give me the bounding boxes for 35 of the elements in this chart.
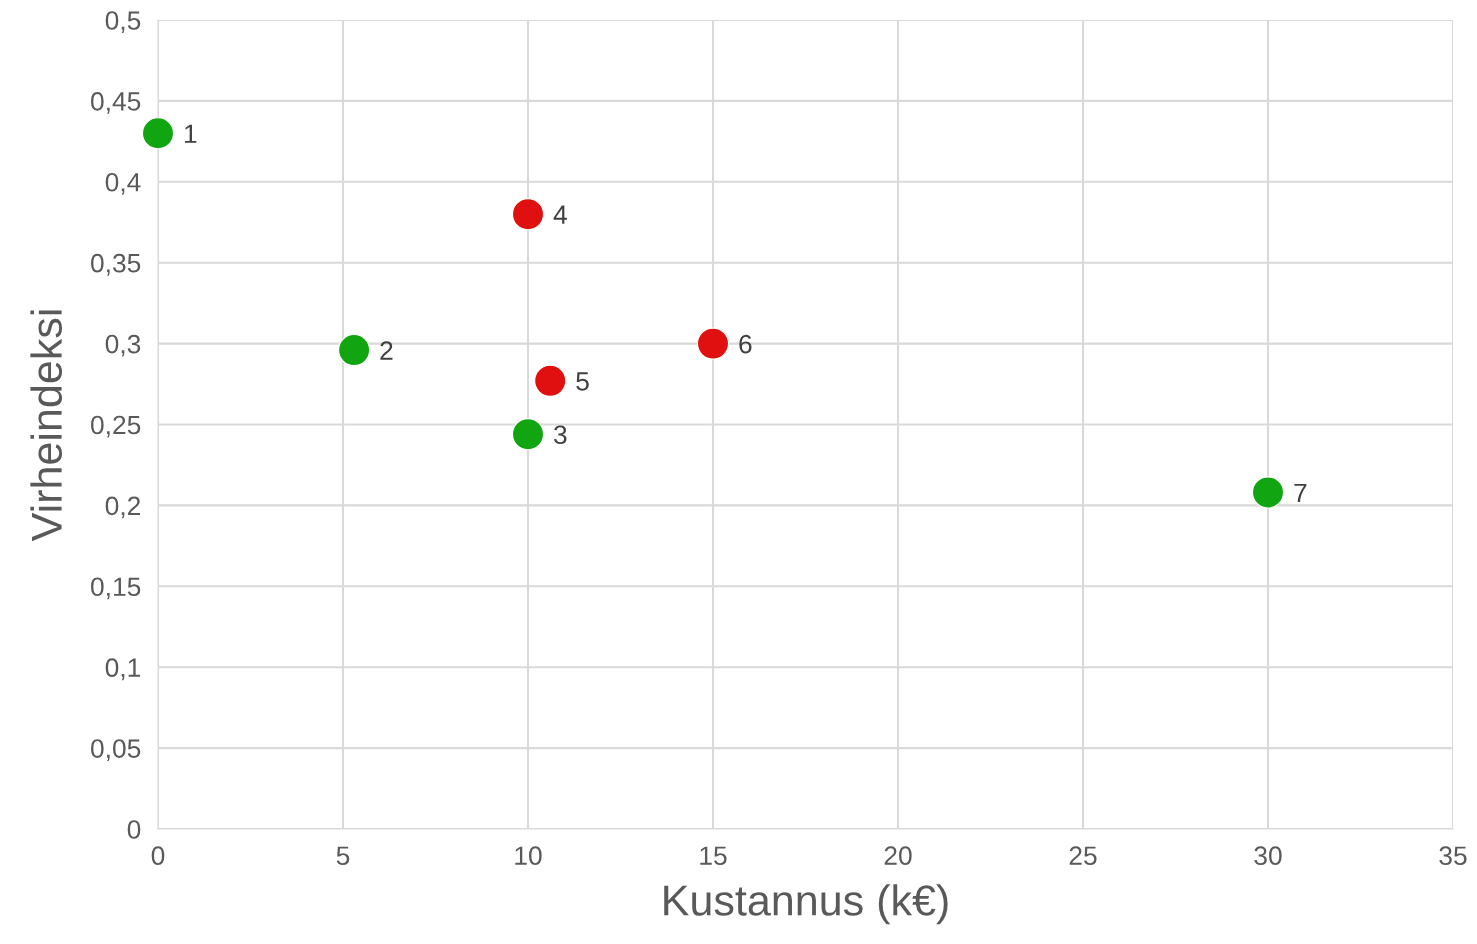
y-tick-label: 0,5 — [105, 11, 141, 33]
point — [534, 364, 567, 397]
y-tick-label: 0,2 — [105, 496, 141, 519]
x-axis-title: Kustannus (k€) — [664, 884, 948, 925]
y-tick-label: 0,05 — [91, 739, 141, 762]
y-axis-title: Virheindeksi — [30, 310, 63, 542]
annotation: 7 — [1294, 483, 1307, 503]
point — [511, 198, 545, 231]
y-tick-label: 0,35 — [91, 253, 141, 276]
annotation: 6 — [739, 334, 752, 354]
annotation: 1 — [185, 124, 197, 143]
annotation: 2 — [380, 341, 393, 360]
point — [338, 333, 371, 367]
x-tick-label: 15 — [700, 846, 727, 866]
point — [141, 117, 175, 150]
x-tick-label: 35 — [1439, 846, 1467, 866]
y-tick-label: 0 — [127, 820, 141, 839]
point — [696, 327, 730, 360]
y-tick-label: 0,4 — [105, 172, 141, 195]
y-tick-label: 0,45 — [91, 92, 141, 114]
y-tick-label: 0,1 — [105, 658, 141, 681]
annotation: 4 — [553, 205, 567, 224]
point — [1251, 476, 1285, 509]
x-tick-label: 0 — [151, 846, 165, 866]
x-tick-label: 5 — [336, 846, 350, 866]
x-tick-label: 30 — [1254, 846, 1282, 866]
y-tick-label: 0,15 — [91, 577, 141, 600]
y-tick-label: 0,25 — [91, 415, 141, 438]
annotation: 3 — [554, 425, 567, 445]
x-tick-label: 25 — [1069, 846, 1097, 866]
point — [511, 418, 545, 451]
annotation: 5 — [576, 372, 589, 391]
x-tick-label: 20 — [884, 846, 912, 866]
x-tick-label: 10 — [515, 846, 542, 866]
y-tick-label: 0,3 — [105, 334, 141, 357]
